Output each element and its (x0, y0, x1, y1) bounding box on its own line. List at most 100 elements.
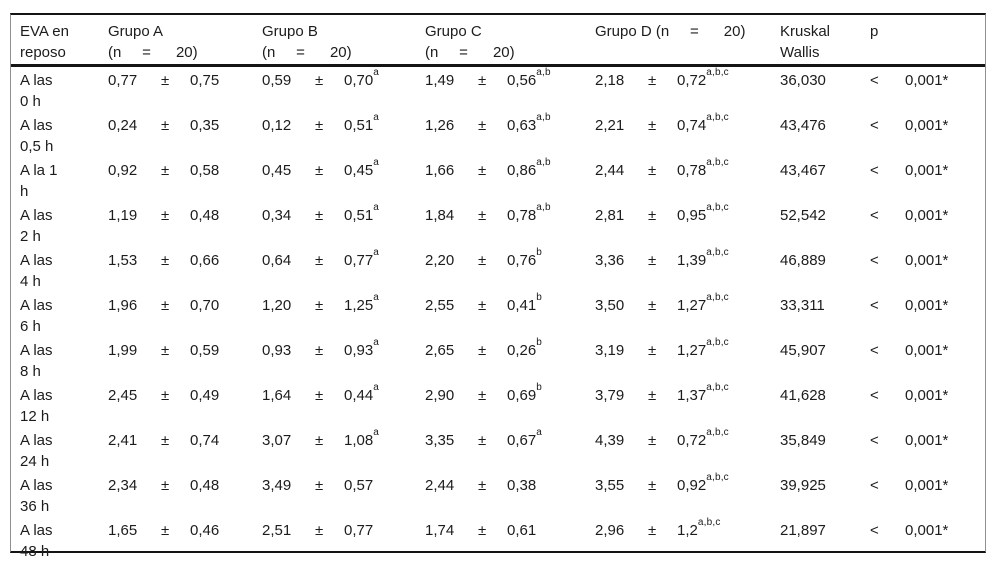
sd-value: 0,77 (344, 520, 425, 541)
cell-p-value: <0,001* (862, 472, 985, 517)
sd-number: 0,72 (677, 431, 707, 449)
sd-number: 0,48 (190, 476, 220, 494)
significance-superscript: a,b,c (706, 336, 729, 348)
cell-group-d: 2,18 ±0,72a,b,c (595, 65, 775, 112)
table-body: A las 0 h 0,77 ±0,75 0,59 ±0,70a 1,49 ±0,56a,b 2… (11, 65, 985, 562)
sd-value: 0,72a,b,c (677, 427, 775, 451)
significance-superscript: a,b,c (706, 201, 729, 213)
header-line: Wallis (780, 44, 820, 61)
significance-superscript: a,b,c (706, 381, 729, 393)
sd-value: 1,27a,b,c (677, 336, 775, 361)
header-line: EVA en (20, 23, 69, 40)
mean-value: 2,81 (595, 206, 625, 224)
sd-number: 0,86 (507, 161, 537, 179)
sd-number: 0,26 (507, 341, 537, 359)
mean-value: 0,64 (262, 251, 292, 269)
mean-value: 3,36 (595, 251, 625, 269)
cell-p-value: <0,001* (862, 517, 985, 562)
plus-minus-sign: ± (648, 71, 657, 89)
header-line: Grupo B (262, 23, 318, 40)
sd-number: 0,51 (344, 116, 374, 134)
sd-number: 0,59 (190, 341, 220, 359)
plus-minus-sign: ± (648, 521, 657, 539)
sd-number: 1,27 (677, 341, 707, 359)
sd-value: 0,92a,b,c (677, 471, 775, 496)
sd-number: 1,39 (677, 251, 707, 269)
mean-value: 2,51 (262, 521, 292, 539)
plus-minus-sign: ± (315, 296, 324, 314)
header-line: Grupo C (425, 23, 482, 40)
sd-number: 1,08 (344, 431, 374, 449)
sd-number: 0,67 (507, 431, 537, 449)
header-line: (n = 20) (425, 44, 515, 61)
p-value: 0,001* (905, 476, 949, 494)
mean-value: 1,96 (108, 296, 138, 314)
cell-kruskal-wallis: 52,542 (780, 206, 826, 224)
cell-kruskal-wallis: 36,030 (780, 71, 826, 89)
less-than-sign: < (870, 161, 879, 179)
cell-group-c: 1,26 ±0,63a,b (425, 112, 595, 157)
time-label-line: A las (20, 206, 53, 224)
cell-group-d: 2,81 ±0,95a,b,c (595, 202, 775, 247)
sd-value: 0,41b (507, 292, 595, 316)
plus-minus-sign: ± (478, 476, 487, 494)
cell-kruskal-wallis: 43,467 (780, 161, 826, 179)
sd-value: 0,51a (344, 112, 425, 136)
time-label-line: 6 h (20, 317, 41, 335)
mean-value: 2,65 (425, 341, 455, 359)
table-row: A las 4 h 1,53 ±0,66 0,64 ±0,77a 2,20 ±0,76b 3,3… (11, 247, 985, 292)
sd-value: 0,78a,b,c (677, 157, 775, 181)
plus-minus-sign: ± (648, 341, 657, 359)
plus-minus-sign: ± (315, 476, 324, 494)
sd-number: 0,41 (507, 296, 537, 314)
sd-value: 0,95a,b,c (677, 201, 775, 226)
sd-value: 0,26b (507, 337, 595, 361)
sd-number: 0,77 (344, 251, 374, 269)
significance-superscript: a,b,c (706, 471, 729, 483)
table-row: A las 48 h 1,65 ±0,46 2,51 ±0,77 1,74 ±0,61 2,96… (11, 517, 985, 562)
table-header: EVA en reposo Grupo A (n = 20) Grupo B (… (11, 15, 985, 67)
significance-superscript: a,b,c (706, 66, 729, 78)
cell-group-c: 1,74 ±0,61 (425, 517, 595, 562)
sd-value: 1,2a,b,c (677, 516, 775, 541)
mean-value: 2,96 (595, 521, 625, 539)
cell-p-value: <0,001* (862, 337, 985, 382)
mean-value: 2,44 (595, 161, 625, 179)
plus-minus-sign: ± (478, 161, 487, 179)
p-value: 0,001* (905, 161, 949, 179)
time-label-line: A las (20, 386, 53, 404)
sd-value: 0,49 (190, 385, 262, 406)
sd-value: 0,76b (507, 247, 595, 271)
sd-value: 0,74 (190, 430, 262, 451)
cell-group-b: 0,93 ±0,93a (262, 337, 425, 382)
p-value: 0,001* (905, 431, 949, 449)
mean-value: 1,26 (425, 116, 455, 134)
cell-group-a: 0,92 ±0,58 (108, 157, 262, 202)
significance-superscript: a,b,c (697, 516, 721, 528)
plus-minus-sign: ± (315, 71, 324, 89)
sd-value: 0,69b (507, 382, 595, 406)
time-label-line: 36 h (20, 497, 50, 515)
cell-kruskal-wallis: 45,907 (780, 341, 826, 359)
plus-minus-sign: ± (161, 161, 170, 179)
cell-group-b: 0,64 ±0,77a (262, 247, 425, 292)
sd-value: 0,57 (344, 475, 425, 496)
mean-value: 3,19 (595, 341, 625, 359)
mean-value: 1,84 (425, 206, 455, 224)
cell-group-a: 0,77 ±0,75 (108, 65, 262, 112)
p-value: 0,001* (905, 386, 949, 404)
cell-time: A las 4 h (11, 247, 108, 292)
mean-value: 1,53 (108, 251, 138, 269)
mean-value: 1,64 (262, 386, 292, 404)
cell-group-d: 2,96 ±1,2a,b,c (595, 517, 775, 562)
sd-value: 0,66 (190, 250, 262, 271)
sd-number: 1,37 (677, 386, 707, 404)
time-label-line: A las (20, 521, 53, 539)
cell-p-value: <0,001* (862, 112, 985, 157)
time-label-line: A la 1 (20, 161, 58, 179)
cell-group-b: 0,45 ±0,45a (262, 157, 425, 202)
time-label-line: 0 h (20, 92, 41, 110)
cell-group-b: 0,34 ±0,51a (262, 202, 425, 247)
header-line: p (870, 23, 879, 40)
cell-group-c: 1,84 ±0,78a,b (425, 202, 595, 247)
